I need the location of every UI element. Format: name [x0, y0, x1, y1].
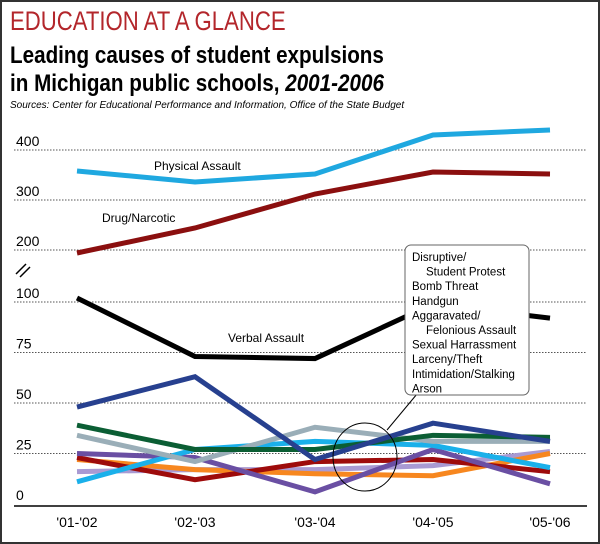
chart-title-line2: in Michigan public schools, 2001-2006 [10, 70, 384, 98]
series-label: Drug/Narcotic [102, 211, 175, 225]
x-tick-label: '03-'04 [294, 514, 335, 530]
y-tick-label: 200 [16, 233, 40, 249]
axis-break-mark [19, 266, 31, 278]
kicker: EDUCATION AT A GLANCE [10, 6, 286, 36]
y-tick-label: 300 [16, 183, 40, 199]
callout-legend-item: Sexual Harrassment [412, 340, 517, 352]
callout-legend-item: Student Protest [426, 267, 506, 279]
callout-legend-item: Disruptive/ [412, 252, 467, 264]
y-tick-label: 50 [16, 386, 32, 402]
y-tick-label: 75 [16, 336, 32, 352]
x-tick-label: '05-'06 [529, 514, 570, 530]
callout-legend-item: Felonious Assault [426, 325, 517, 337]
callout-circle [332, 422, 398, 492]
callout-legend-item: Aggaravated/ [412, 310, 481, 322]
callout-legend-item: Handgun [412, 296, 459, 308]
callout-legend-box [404, 244, 530, 396]
title-years: 2001-2006 [285, 70, 384, 97]
source-note: Sources: Center for Educational Performa… [10, 100, 405, 111]
y-tick-label: 100 [16, 285, 40, 301]
series-label: Verbal Assault [228, 331, 305, 345]
chart-title-line1: Leading causes of student expulsions [10, 42, 384, 69]
x-tick-label: '04-'05 [412, 514, 453, 530]
y-tick-label: 400 [16, 133, 40, 149]
callout-legend-item: Arson [412, 383, 442, 395]
callout-legend-item: Larceny/Theft [412, 354, 483, 366]
y-tick-label: 25 [16, 437, 32, 453]
axis-break-mark [15, 263, 27, 275]
y-tick-label: 0 [16, 487, 24, 503]
callout-legend-item: Intimidation/Stalking [412, 369, 515, 381]
x-tick-label: '01-'02 [56, 514, 97, 530]
x-tick-label: '02-'03 [174, 514, 215, 530]
callout-pointer [386, 393, 418, 431]
title-text: in Michigan public schools, [10, 70, 286, 97]
callout-legend-item: Bomb Threat [412, 281, 479, 293]
series-label: Physical Assault [154, 159, 241, 173]
